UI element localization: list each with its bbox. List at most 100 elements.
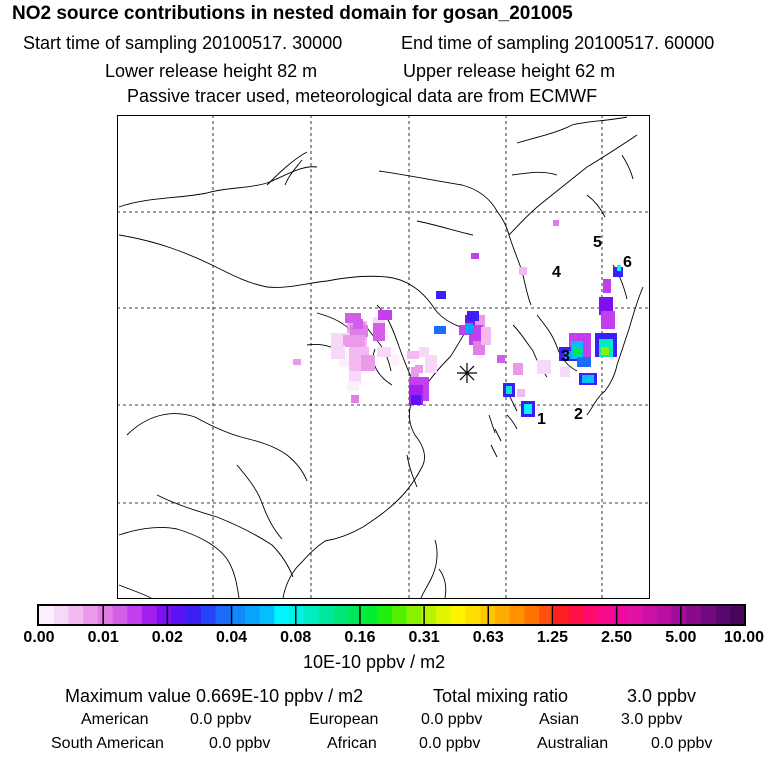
plume-patch [497,355,505,363]
plume-patch [613,267,623,277]
region-african-label: African [327,735,377,752]
color-bar-tick-label: 0.00 [23,629,55,646]
plume-patch [599,297,613,315]
color-bar-tick-label: 0.04 [215,629,248,646]
color-bar-cell [509,606,525,624]
color-bar-cell [289,606,305,624]
color-bar-tick-label: 0.63 [472,629,504,646]
color-bar-cell [156,606,172,624]
color-bar-cell [392,606,408,624]
plume-patch [353,319,363,329]
plume-patch [415,365,423,373]
color-bar-cell [597,606,613,624]
color-bar-cell [627,606,643,624]
color-bar-cell [450,606,466,624]
total-mixing-ratio-value: 3.0 ppbv [627,686,697,706]
plume-patch [565,351,573,359]
color-bar-tick-label: 2.50 [601,629,633,646]
color-bar-cell [406,606,422,624]
plume-patch [517,389,525,397]
label-5: 5 [593,234,602,251]
region-asian-value: 3.0 ppbv [621,711,683,728]
plume-patch [481,327,491,345]
plume-patch [573,347,581,355]
units-label: 10E-10 ppbv / m2 [303,652,446,672]
plume-patch [553,220,559,226]
color-bar-tick-label: 0.01 [87,629,119,646]
plume-patch [349,359,361,373]
coastlines [118,116,644,599]
concentration-field [293,220,623,417]
color-bar-cell [362,606,378,624]
color-bar-frame [37,604,746,626]
plume-patch [577,357,591,367]
plume-patch [603,279,611,293]
color-bar-cell [730,606,746,624]
plume-patch [293,359,301,365]
start-time-text: Start time of sampling 20100517. 30000 [23,33,343,53]
plume-patch [378,310,392,320]
region-american-label: American [81,711,149,728]
plume-patch [617,265,621,271]
color-bar-cell [494,606,510,624]
plume-patch [582,375,594,383]
receptor-labels: 1 2 3 4 5 6 [537,234,632,428]
plume-patch [467,311,479,321]
color-bar-tick-label: 0.08 [280,629,312,646]
plume-patch [377,347,391,357]
color-bar-cell [259,606,275,624]
region-australian-label: Australian [537,735,609,752]
color-bar-cell [318,606,334,624]
color-bar-tick-label: 1.25 [536,629,569,646]
plume-patch [465,323,473,333]
region-south-american-value: 0.0 ppbv [209,735,271,752]
color-bar-cell [97,606,113,624]
region-american-value: 0.0 ppbv [190,711,252,728]
plume-patch [560,367,570,377]
color-bar-tick-label: 5.00 [665,629,697,646]
region-australian-value: 0.0 ppbv [651,735,713,752]
end-time-text: End time of sampling 20100517. 60000 [401,33,715,53]
upper-release-text: Upper release height 62 m [403,61,616,81]
plume-patch [434,326,446,334]
color-bar-cell [583,606,599,624]
color-bar-cell [568,606,584,624]
color-bar-cell [230,606,246,624]
plume-patch [331,345,345,359]
color-bar-tick-label: 0.02 [151,629,183,646]
gosan-station-asterisk [457,363,477,383]
region-european-label: European [309,711,379,728]
color-bar-cell [524,606,540,624]
plume-patch [351,395,359,403]
label-2: 2 [574,406,583,423]
color-bar-cell [141,606,157,624]
total-mixing-ratio-label: Total mixing ratio [433,686,569,706]
color-bar-tick-label: 0.31 [408,629,440,646]
color-bar [37,604,746,626]
color-bar-cell [347,606,363,624]
plume-patch [513,363,523,375]
label-3: 3 [561,348,570,365]
label-6: 6 [623,254,632,271]
plume-patch [407,351,419,359]
region-african-value: 0.0 ppbv [419,735,481,752]
plume-patch [425,355,437,373]
color-bar-dividers [102,606,682,624]
color-bar-cell [274,606,290,624]
color-bar-cell [39,606,55,624]
color-bar-cell [215,606,231,624]
plume-patch [519,267,527,275]
color-bar-cell [656,606,672,624]
color-bar-cell [200,606,216,624]
color-bar-cell [127,606,143,624]
color-bar-tick-label: 10.00 [723,629,764,646]
color-bar-cell [83,606,99,624]
color-bar-cell [465,606,481,624]
plume-patch [601,311,615,329]
color-bar-cell [642,606,658,624]
map-title: NO2 source contributions in nested domai… [12,3,573,24]
color-bar-cell [553,606,569,624]
plume-patch [471,253,479,259]
region-south-american-label: South American [51,735,164,752]
maximum-value-text: Maximum value 0.669E-10 ppbv / m2 [65,686,364,706]
